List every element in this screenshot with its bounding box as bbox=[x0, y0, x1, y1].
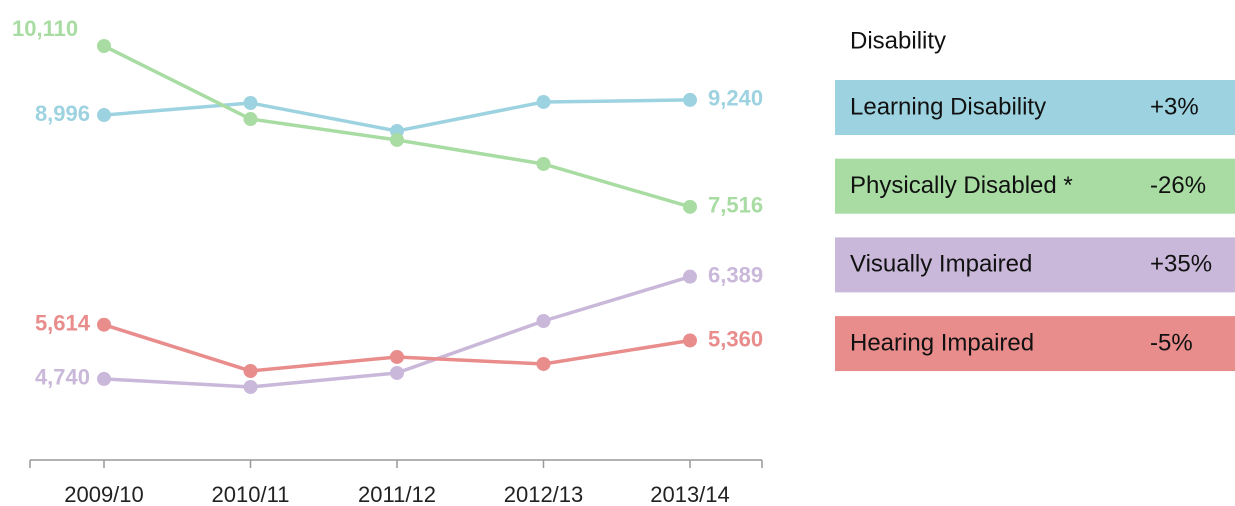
x-tick-label: 2013/14 bbox=[650, 482, 730, 506]
data-point bbox=[97, 371, 111, 386]
data-point bbox=[536, 94, 551, 109]
data-point bbox=[536, 156, 551, 171]
legend-swatch bbox=[835, 316, 1235, 372]
data-point bbox=[97, 317, 111, 332]
data-point bbox=[243, 363, 258, 378]
legend-change: -26% bbox=[1150, 172, 1206, 199]
legend-swatch bbox=[835, 80, 1235, 135]
data-point bbox=[243, 112, 258, 127]
data-point bbox=[243, 379, 258, 394]
data-point bbox=[536, 356, 551, 371]
data-point bbox=[536, 314, 551, 329]
data-point bbox=[683, 92, 697, 107]
legend-label: Visually Impaired bbox=[850, 251, 1032, 278]
x-tick-label: 2012/13 bbox=[504, 482, 584, 506]
x-tick-label: 2010/11 bbox=[212, 482, 290, 506]
data-point bbox=[390, 349, 404, 364]
data-point bbox=[683, 199, 697, 214]
data-label: 5,360 bbox=[708, 326, 763, 351]
legend-title: Disability bbox=[850, 27, 946, 54]
data-label: 7,516 bbox=[708, 193, 763, 218]
data-point bbox=[97, 108, 111, 123]
data-point bbox=[243, 95, 258, 110]
data-label: 6,389 bbox=[708, 262, 763, 287]
legend-label: Hearing Impaired bbox=[850, 329, 1034, 356]
x-tick-label: 2009/10 bbox=[64, 482, 144, 506]
data-label: 10,110 bbox=[12, 16, 78, 41]
legend-change: +35% bbox=[1150, 251, 1212, 278]
legend-label: Learning Disability bbox=[850, 93, 1046, 120]
legend-label: Physically Disabled * bbox=[850, 172, 1073, 199]
legend-swatch bbox=[835, 158, 1235, 214]
data-point bbox=[390, 132, 404, 147]
data-label: 8,996 bbox=[35, 101, 90, 126]
data-point bbox=[390, 365, 404, 380]
data-label: 4,740 bbox=[35, 365, 90, 390]
series-line bbox=[103, 323, 691, 373]
legend-swatch bbox=[835, 237, 1235, 293]
legend-change: +3% bbox=[1150, 93, 1199, 120]
data-label: 5,614 bbox=[35, 311, 91, 336]
x-tick-label: 2011/12 bbox=[358, 482, 436, 506]
data-label: 9,240 bbox=[708, 86, 763, 111]
legend-change: -5% bbox=[1150, 329, 1193, 356]
data-point bbox=[683, 333, 697, 348]
data-point bbox=[683, 269, 697, 284]
data-point bbox=[97, 39, 111, 53]
